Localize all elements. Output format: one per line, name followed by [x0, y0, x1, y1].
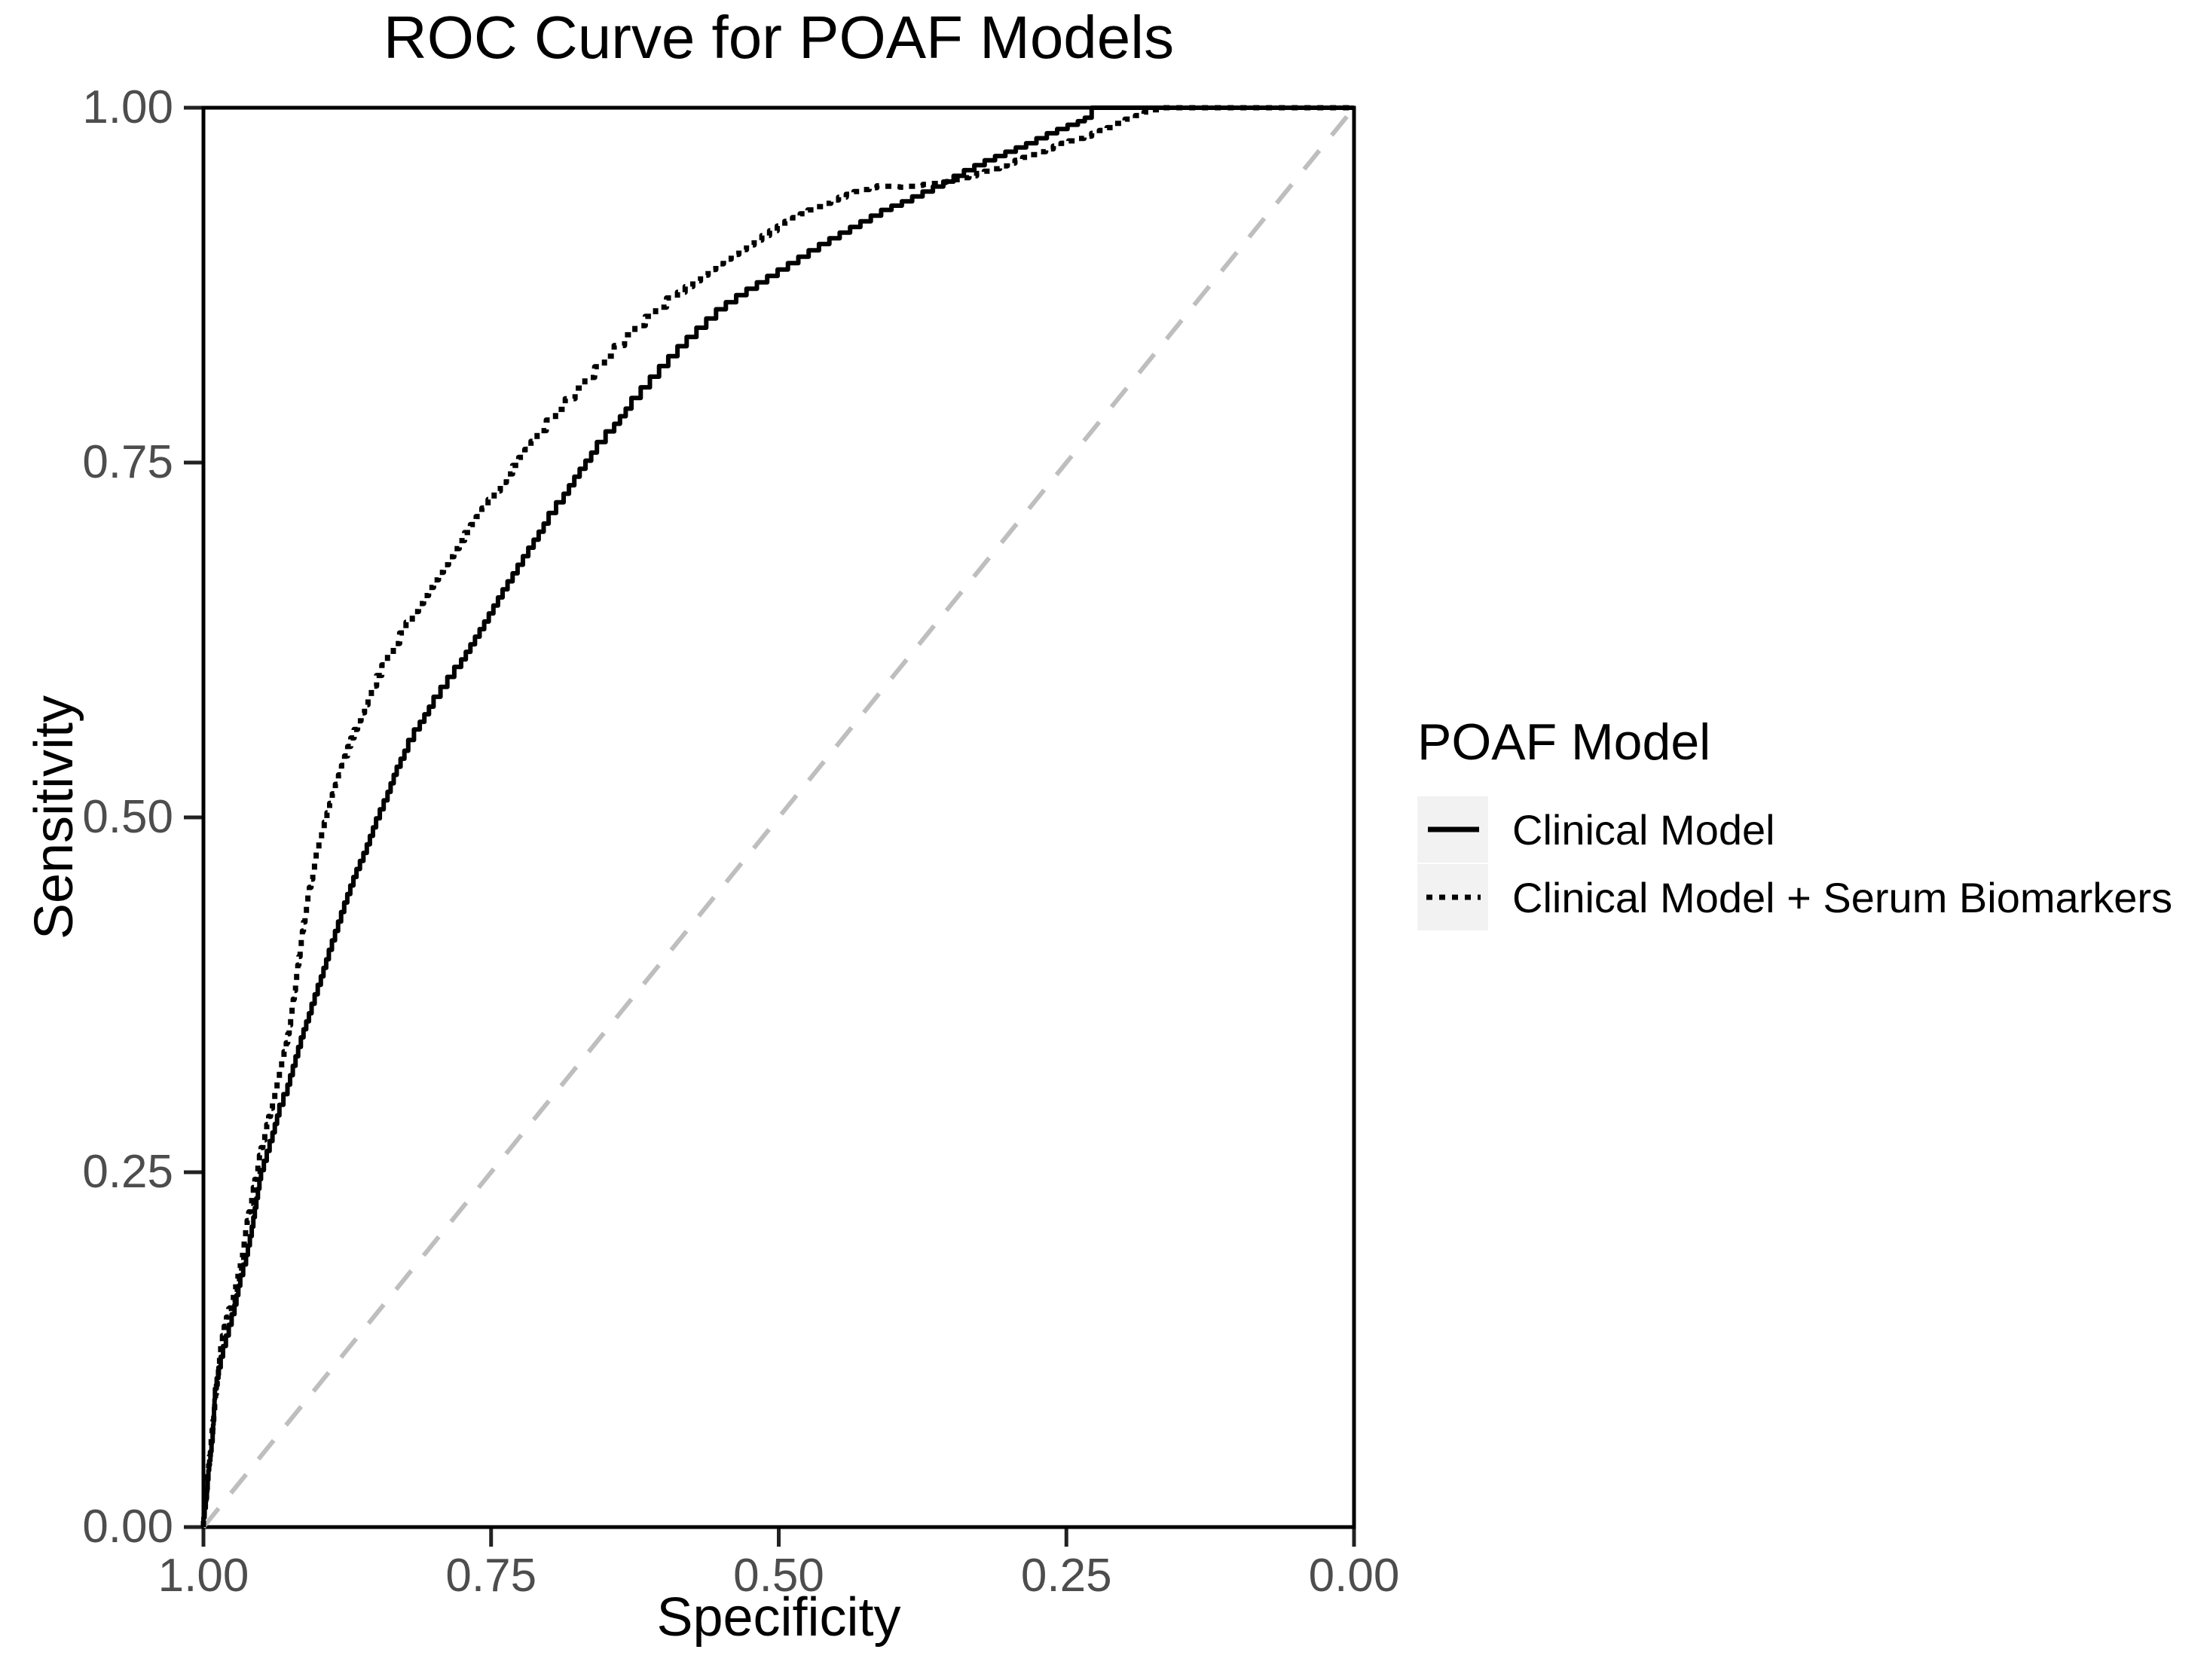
roc-curve-dotted	[200, 105, 1354, 1527]
x-tick-label: 0.25	[1020, 1550, 1112, 1602]
dotted-line-key-icon	[1426, 894, 1481, 900]
panel-border-rect	[201, 105, 1356, 1529]
y-tick-label: 0.00	[82, 1501, 173, 1553]
legend-label: Clinical Model + Serum Biomarkers	[1512, 873, 2173, 921]
x-tick-label: 0.75	[445, 1550, 537, 1602]
x-tick-label: 1.00	[157, 1550, 249, 1602]
legend-key-dotted	[1417, 864, 1488, 930]
legend-rows: Clinical Model Clinical Model + Serum Bi…	[1417, 796, 2172, 930]
legend-title: POAF Model	[1417, 713, 1711, 771]
roc-curves	[200, 105, 1354, 1527]
legend-item-clinical-model-serum-biomarkers: Clinical Model + Serum Biomarkers	[1417, 864, 2172, 930]
legend: POAF Model Clinical Model Clinical Model…	[1417, 713, 2172, 932]
chart-title: ROC Curve for POAF Models	[383, 4, 1175, 71]
y-tick-label: 0.50	[82, 791, 173, 843]
legend-key-solid	[1417, 796, 1488, 863]
roc-curve-solid	[201, 105, 1354, 1527]
x-tick-label: 0.50	[733, 1550, 824, 1602]
legend-label: Clinical Model	[1512, 805, 1775, 854]
legend-item-clinical-model: Clinical Model	[1417, 796, 2172, 863]
y-tick-label: 0.25	[82, 1146, 173, 1198]
solid-line-key-icon	[1428, 826, 1479, 832]
panel-border	[201, 105, 1356, 1529]
y-tick-label: 0.75	[82, 436, 173, 488]
axis-ticks	[184, 105, 1356, 1547]
y-tick-label: 1.00	[82, 81, 173, 133]
x-tick-label: 0.00	[1308, 1550, 1400, 1602]
x-axis-title: Specificity	[656, 1587, 901, 1648]
